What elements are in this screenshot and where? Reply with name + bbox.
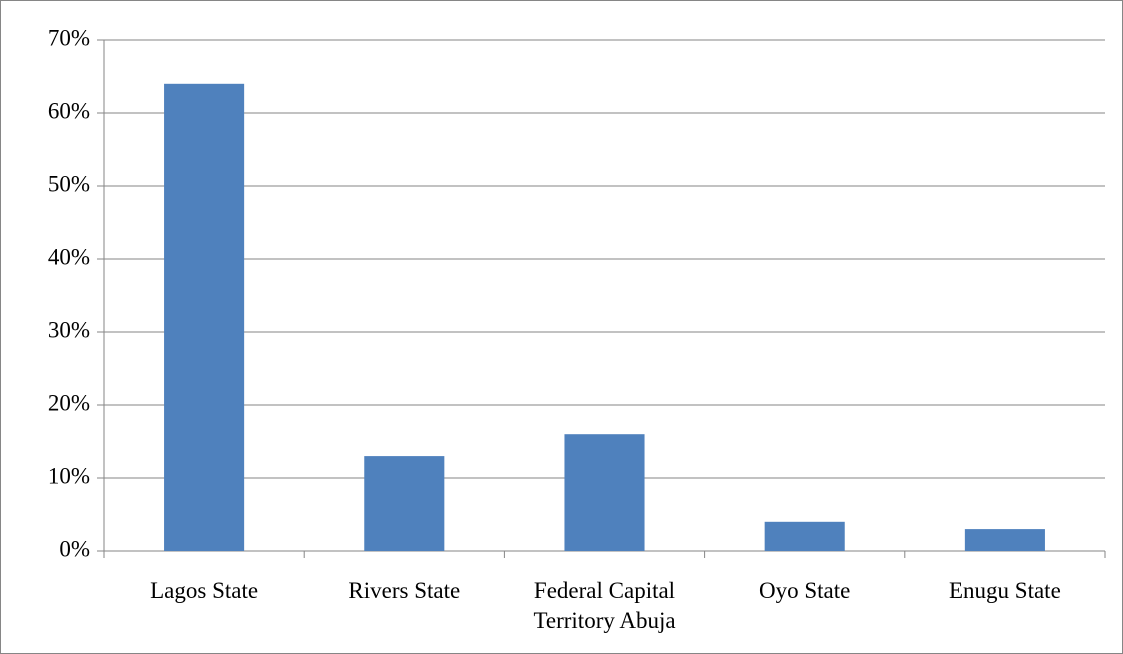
x-tick-label: Rivers State <box>348 578 461 603</box>
bar <box>964 529 1045 551</box>
y-tick-label: 60% <box>48 98 90 123</box>
bar <box>364 456 445 551</box>
y-tick-label: 20% <box>48 390 90 415</box>
bar <box>764 521 845 551</box>
x-tick-label: Oyo State <box>759 578 851 603</box>
y-tick-label: 50% <box>48 171 90 196</box>
y-tick-label: 30% <box>48 317 90 342</box>
y-tick-label: 70% <box>48 25 90 50</box>
x-tick-label: Federal Capital Territory Abuja <box>533 578 676 633</box>
bar <box>164 83 245 552</box>
y-tick-label: 40% <box>48 244 90 269</box>
x-tick-label: Enugu State <box>948 578 1061 603</box>
y-tick-label: 10% <box>48 463 90 488</box>
bar <box>564 434 645 551</box>
x-tick-label: Lagos State <box>150 578 259 603</box>
y-tick-label: 0% <box>59 536 90 561</box>
